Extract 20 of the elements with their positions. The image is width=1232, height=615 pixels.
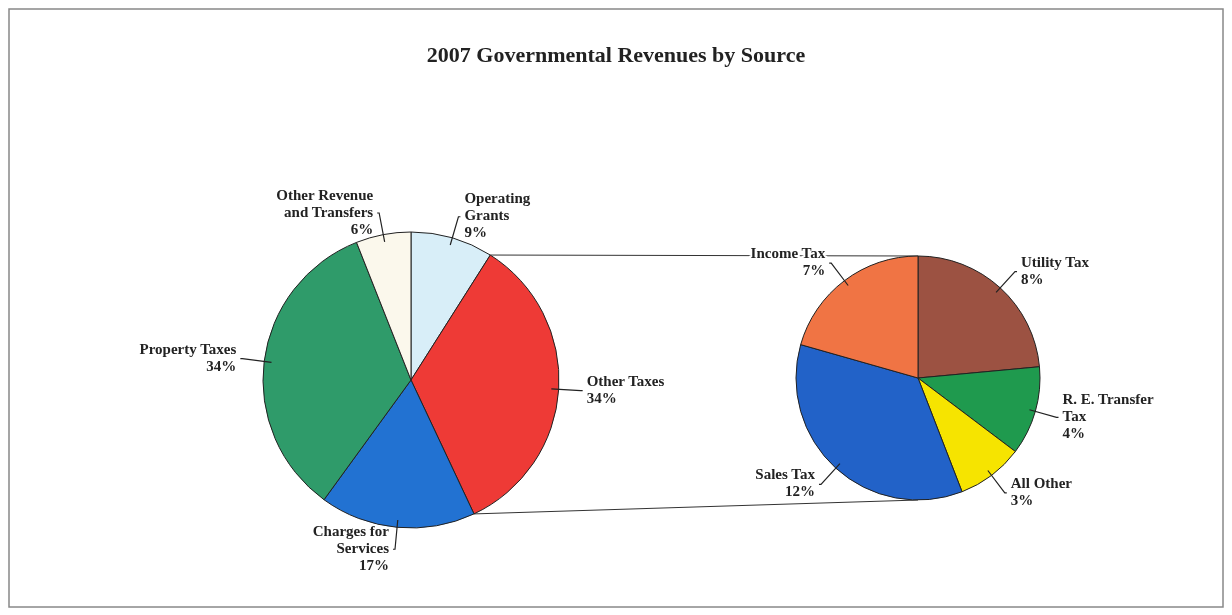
data-label: 34% [586, 389, 617, 406]
slice-label: Charges for Services [312, 522, 390, 556]
slice-label: All Other [1010, 474, 1073, 491]
slice-label: Operating Grants [464, 190, 531, 224]
data-label: 12% [784, 483, 815, 500]
data-label: 4% [1062, 424, 1085, 441]
slice-label: Utility Tax [1021, 253, 1090, 270]
chart-title: 2007 Governmental Revenues by Source [426, 42, 806, 67]
data-label: 17% [359, 556, 389, 573]
data-label: 3% [1010, 491, 1034, 508]
slice-label: Sales Tax [755, 466, 816, 483]
data-label: 8% [1021, 270, 1044, 287]
slice-label: R. E. Transfer Tax [1062, 390, 1154, 424]
slice-label: Property Taxes [139, 340, 237, 357]
data-label: 6% [350, 220, 374, 237]
slice-label: Other Revenue and Transfers [276, 186, 374, 220]
slice-label: Other Taxes [586, 372, 665, 389]
data-label: 34% [206, 357, 237, 374]
data-label: 7% [802, 262, 826, 279]
data-label: 9% [464, 224, 487, 241]
